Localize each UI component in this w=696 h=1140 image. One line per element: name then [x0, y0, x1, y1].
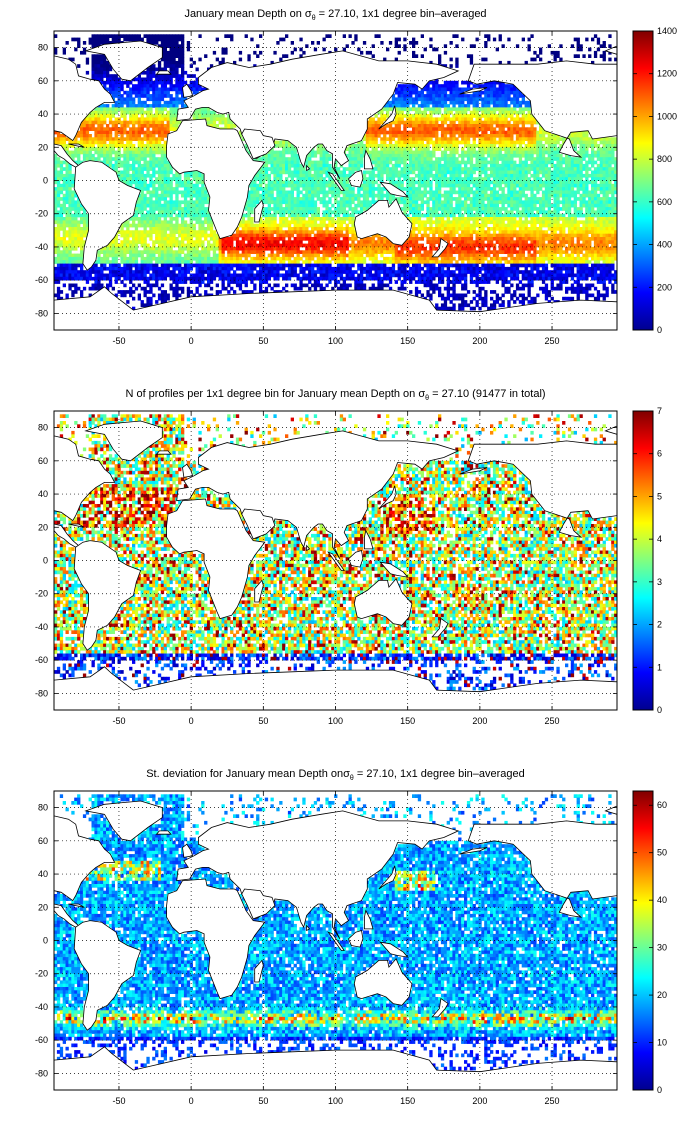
y-tick-label: -20 [35, 969, 48, 979]
y-tick-label: -20 [35, 209, 48, 219]
y-tick-label: -60 [35, 655, 48, 665]
y-tick-label: 80 [38, 803, 48, 813]
colorbar-tick-label: 3 [657, 577, 662, 587]
coastlines [54, 420, 617, 710]
y-tick-label: 60 [38, 456, 48, 466]
x-tick-label: 250 [545, 716, 560, 726]
x-tick-label: 150 [400, 1096, 415, 1106]
colorbar-tick-label: 4 [657, 534, 662, 544]
y-tick-label: -40 [35, 622, 48, 632]
x-tick-label: 0 [189, 336, 194, 346]
colorbar-tick-label: 20 [657, 990, 667, 1000]
y-tick-label: -80 [35, 688, 48, 698]
colorbar-tick-label: 1 [657, 662, 662, 672]
colorbar-tick-label: 60 [657, 800, 667, 810]
colorbar-tick-label: 7 [657, 406, 662, 416]
y-tick-label: 60 [38, 836, 48, 846]
y-tick-label: -60 [35, 275, 48, 285]
colorbar-profile-count: 0 1 2 3 4 5 6 7 [632, 406, 662, 715]
y-tick-label: 20 [38, 142, 48, 152]
x-tick-label: 100 [328, 336, 343, 346]
y-tick-label: -60 [35, 1035, 48, 1045]
y-tick-label: 80 [38, 43, 48, 53]
coastlines [54, 40, 617, 330]
x-tick-label: 150 [400, 336, 415, 346]
colorbar-tick-label: 40 [657, 895, 667, 905]
y-tick-label: 0 [43, 556, 48, 566]
panel-title-profile-count: N of profiles per 1x1 degree bin for Jan… [125, 388, 545, 402]
y-tick-label: 80 [38, 423, 48, 433]
colorbar-tick-label: 30 [657, 943, 667, 953]
y-tick-label: 20 [38, 902, 48, 912]
x-tick-label: -50 [112, 336, 125, 346]
x-tick-label: 100 [328, 716, 343, 726]
colorbar-tick-label: 1200 [657, 69, 677, 79]
x-tick-label: 200 [472, 336, 487, 346]
y-tick-label: 0 [43, 936, 48, 946]
colorbar-tick-label: 1000 [657, 111, 677, 121]
x-tick-label: 250 [545, 336, 560, 346]
ocean-data-cells [54, 794, 617, 1071]
colorbar-mean-depth: 0 200 400 600 800 1000 1200 1400 [632, 26, 677, 335]
colorbar-tick-label: 1400 [657, 26, 677, 36]
y-tick-label: -20 [35, 589, 48, 599]
colorbar-tick-label: 0 [657, 325, 662, 335]
coastlines [54, 800, 617, 1090]
panel-title-mean-depth: January mean Depth on σθ = 27.10, 1x1 de… [184, 8, 486, 22]
colorbar-tick-label: 10 [657, 1038, 667, 1048]
ocean-data-cells [54, 34, 617, 311]
x-tick-label: 200 [472, 716, 487, 726]
colorbar-tick-label: 50 [657, 848, 667, 858]
x-tick-label: -50 [112, 1096, 125, 1106]
y-tick-label: 40 [38, 109, 48, 119]
y-tick-label: 20 [38, 522, 48, 532]
colorbar-tick-label: 200 [657, 282, 672, 292]
y-tick-label: -40 [35, 1002, 48, 1012]
ocean-data-cells [54, 414, 617, 691]
panel-title-std-deviation: St. deviation for January mean Depth onσ… [146, 768, 525, 782]
colorbar-tick-label: 0 [657, 705, 662, 715]
y-tick-label: 40 [38, 869, 48, 879]
y-tick-label: 0 [43, 176, 48, 186]
x-tick-label: 50 [258, 1096, 268, 1106]
colorbar-tick-label: 600 [657, 197, 672, 207]
x-tick-label: 0 [189, 1096, 194, 1106]
y-tick-label: -80 [35, 1068, 48, 1078]
y-tick-label: 60 [38, 76, 48, 86]
colorbar-tick-label: 0 [657, 1085, 662, 1095]
colorbar-tick-label: 6 [657, 449, 662, 459]
colorbar-tick-label: 5 [657, 491, 662, 501]
colorbar-tick-label: 2 [657, 620, 662, 630]
x-tick-label: 50 [258, 336, 268, 346]
x-tick-label: -50 [112, 716, 125, 726]
colorbar-tick-label: 800 [657, 154, 672, 164]
y-tick-label: -40 [35, 242, 48, 252]
x-tick-label: 50 [258, 716, 268, 726]
y-tick-label: 40 [38, 489, 48, 499]
x-tick-label: 250 [545, 1096, 560, 1106]
colorbar-tick-label: 400 [657, 240, 672, 250]
x-tick-label: 200 [472, 1096, 487, 1106]
x-tick-label: 100 [328, 1096, 343, 1106]
colorbar-std-deviation: 0 10 20 30 40 50 60 [632, 790, 667, 1095]
x-tick-label: 150 [400, 716, 415, 726]
x-tick-label: 0 [189, 716, 194, 726]
y-tick-label: -80 [35, 308, 48, 318]
